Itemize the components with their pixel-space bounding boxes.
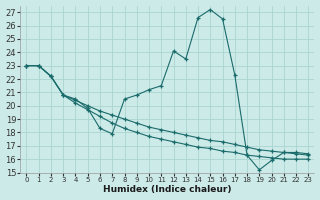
X-axis label: Humidex (Indice chaleur): Humidex (Indice chaleur): [103, 185, 232, 194]
